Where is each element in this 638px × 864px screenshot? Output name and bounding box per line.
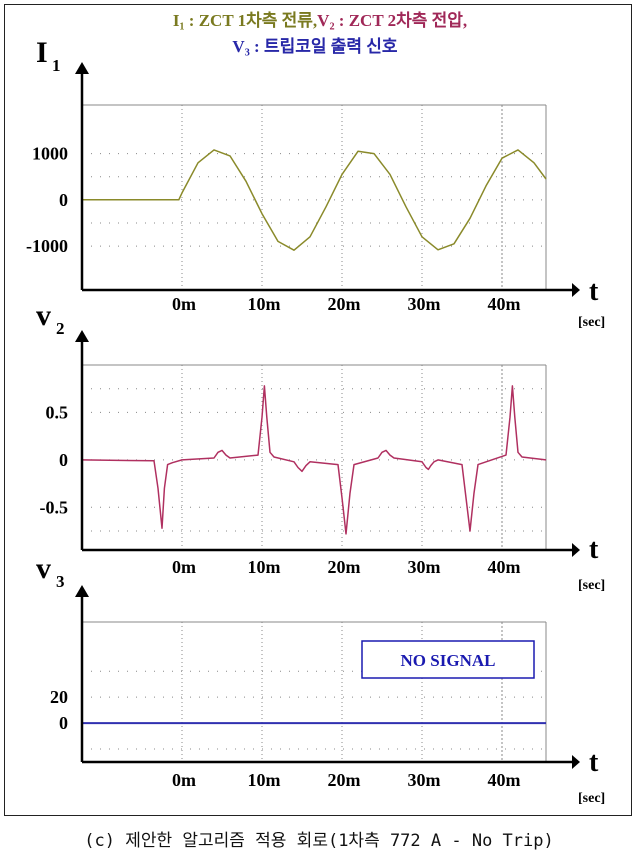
y-tick-label: 0 xyxy=(59,450,68,470)
x-tick-label: 30m xyxy=(408,557,441,577)
y-tick-label: 0.5 xyxy=(46,402,69,422)
y-axis-label-subscript: 3 xyxy=(56,572,65,591)
x-axis-arrow xyxy=(572,543,580,557)
y-tick-label: -1000 xyxy=(26,236,68,256)
y-tick-label: 20 xyxy=(50,687,68,707)
y-axis-label: v xyxy=(36,299,51,332)
x-axis-label: t xyxy=(589,747,599,778)
figure-caption: (c) 제안한 알고리즘 적용 회로(1차측 772 A - No Trip) xyxy=(84,831,554,851)
x-tick-label: 30m xyxy=(408,294,441,314)
x-axis-unit: [sec] xyxy=(578,578,605,593)
legend-i1: I₁ : ZCT 1차측 전류, xyxy=(173,11,317,30)
x-axis-unit: [sec] xyxy=(578,315,605,330)
x-tick-label: 30m xyxy=(408,770,441,790)
x-axis-arrow xyxy=(572,283,580,297)
y-axis-label-subscript: 1 xyxy=(52,56,61,75)
x-tick-label: 40m xyxy=(488,294,521,314)
y-tick-label: 0 xyxy=(59,713,68,733)
x-tick-label: 10m xyxy=(248,770,281,790)
y-tick-label: -0.5 xyxy=(40,497,69,517)
legend-v3: V₃ : 트립코일 출력 신호 xyxy=(232,37,398,56)
no-signal-box xyxy=(361,640,535,679)
chart-panel-3: 20 0 0m 10m 20m 30m 40m t [sec] v 3 NO SIGNAL xyxy=(36,552,605,806)
series-line-2 xyxy=(81,385,547,535)
legend-v2: V₂ : ZCT 2차측 전압, xyxy=(317,10,467,30)
x-tick-label: 0m xyxy=(172,770,196,790)
x-tick-label: 40m xyxy=(488,770,521,790)
x-tick-label: 20m xyxy=(328,294,361,314)
x-axis-arrow xyxy=(572,755,580,769)
x-tick-label: 20m xyxy=(328,557,361,577)
y-axis-label: v xyxy=(36,552,51,585)
x-tick-label: 10m xyxy=(248,557,281,577)
legend-line-1: I₁ : ZCT 1차측 전류,V₂ : ZCT 2차측 전압, xyxy=(173,10,467,30)
x-tick-label: 20m xyxy=(328,770,361,790)
y-axis-label: I xyxy=(36,36,48,69)
x-tick-label: 0m xyxy=(172,294,196,314)
x-tick-label: 10m xyxy=(248,294,281,314)
x-axis-unit: [sec] xyxy=(578,791,605,806)
y-axis-arrow xyxy=(75,330,89,342)
figure-frame xyxy=(4,4,632,816)
y-axis-arrow xyxy=(75,585,89,597)
y-tick-label: 0 xyxy=(59,190,68,210)
y-tick-label: 1000 xyxy=(32,144,68,164)
series-line-1 xyxy=(82,149,547,251)
y-axis-label-subscript: 2 xyxy=(56,319,65,338)
no-signal-label: NO SIGNAL xyxy=(401,651,496,670)
chart-panel-1: 1000 0 -1000 0m 10m 20m 30m 40m t [sec] I 1 xyxy=(26,36,605,330)
x-tick-label: 0m xyxy=(172,557,196,577)
x-axis-label: t xyxy=(589,534,599,565)
y-axis-arrow xyxy=(75,62,89,74)
x-axis-label: t xyxy=(589,276,599,307)
x-tick-label: 40m xyxy=(488,557,521,577)
